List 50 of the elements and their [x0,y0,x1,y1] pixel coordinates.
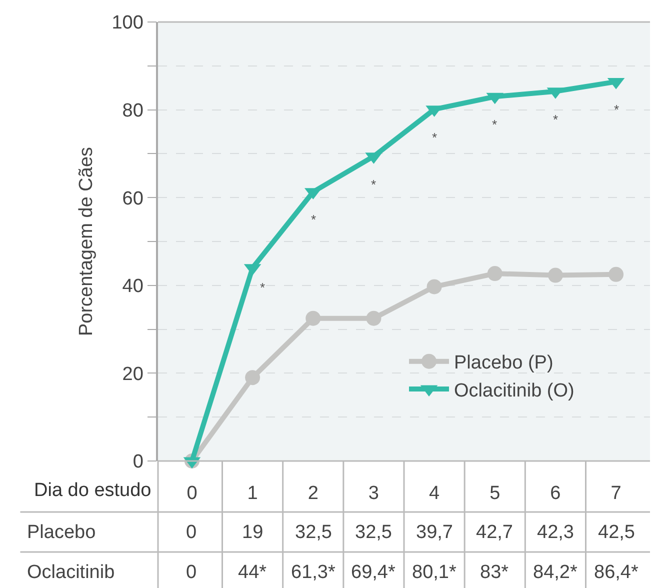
legend-label: Placebo (P) [454,352,554,374]
data-label: 86,4* [594,562,639,583]
y-tick-label: 60 [122,188,144,210]
annotation: * [260,280,266,295]
x-tick-label: 4 [429,483,440,504]
data-label: 69,4* [351,562,396,583]
x-axis-title: Dia do estudo [34,480,152,501]
annotation: * [311,212,316,227]
x-tick-label: 1 [247,483,258,504]
data-label: 42,7 [476,522,513,543]
data-label: 42,5 [598,522,635,543]
data-label: 83* [480,562,510,583]
y-tick-label: 100 [112,12,144,34]
annotation: * [371,177,376,192]
legend-label: Oclacitinib (O) [454,380,574,402]
data-label: 39,7 [416,522,453,543]
point [366,310,382,326]
y-tick-label: 80 [122,100,144,122]
x-tick-label: 6 [550,483,561,504]
text: Oclacitinib [27,562,115,583]
x-tick-label: 0 [186,483,198,504]
data-label: 32,5 [295,522,332,543]
point [245,370,260,386]
data-label: 0 [186,522,197,543]
y-tick-label: 0 [132,452,144,473]
point [608,266,624,282]
y-axis-title: Porcentagem de Cães [76,146,98,336]
x-tick-label: 5 [490,483,500,504]
data-label: 19 [242,522,264,543]
annotation: * [432,130,438,145]
data-label: 44* [238,562,268,583]
point [306,310,321,326]
x-tick-label: 3 [368,483,379,504]
point [548,268,563,283]
annotation: * [553,112,558,127]
data-label: 61,3* [291,562,336,583]
x-tick-label: 7 [610,483,622,504]
text: Placebo [27,522,96,543]
data-label: 32,5 [355,522,392,543]
annotation: * [614,102,620,117]
point [426,279,442,294]
y-tick-label: 20 [122,364,144,385]
point [487,266,502,282]
data-label: 84,2* [533,562,578,583]
data-label: 42,3 [537,522,574,543]
x-tick-label: 2 [308,483,318,504]
y-tick-label: 40 [122,276,144,298]
annotation: * [492,117,498,132]
data-label: 80,1* [412,562,457,583]
data-label: 0 [186,562,197,583]
